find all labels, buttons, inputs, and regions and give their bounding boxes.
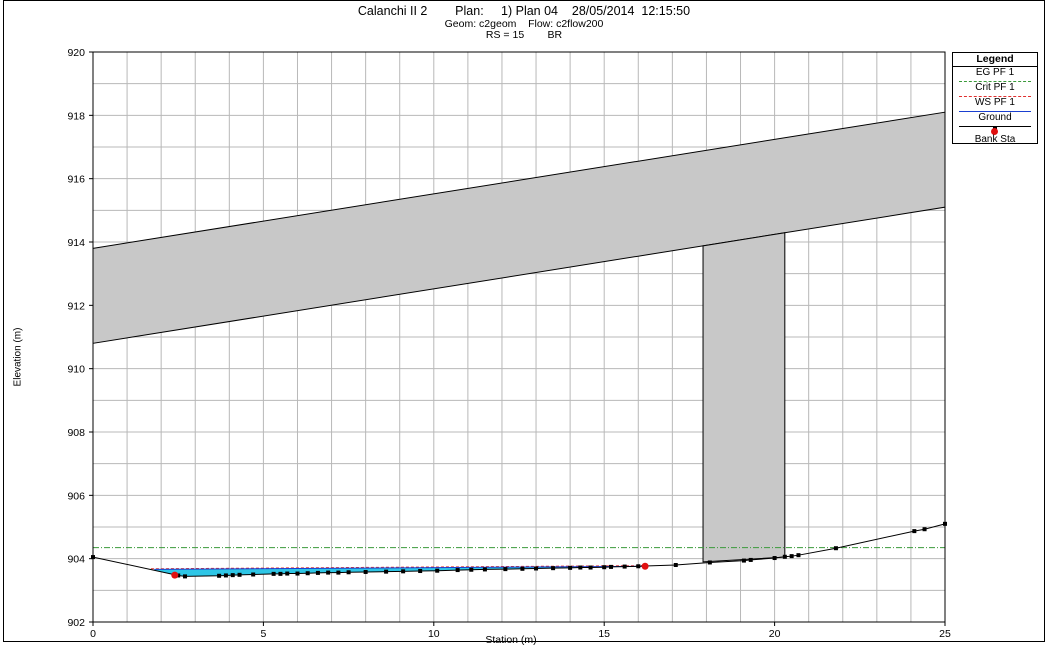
legend-label-crit: Crit PF 1 (975, 82, 1015, 93)
ground-point (455, 568, 460, 573)
series-line-ws (154, 565, 646, 570)
bridge-pier (702, 232, 786, 563)
ground-point (326, 570, 331, 575)
ground-point (578, 565, 583, 570)
ground-point (833, 546, 838, 551)
bank-station-point (171, 571, 179, 579)
y-tick-label: 918 (67, 110, 85, 122)
ground-point (217, 573, 222, 578)
ground-point (503, 567, 508, 572)
x-axis-label: Station (m) (485, 634, 537, 646)
ground-point (295, 571, 300, 576)
ground-point (707, 560, 712, 565)
ground-point (796, 553, 801, 558)
legend-label-bank: Bank Sta (974, 134, 1016, 145)
y-tick-label: 906 (67, 490, 85, 502)
y-axis-label: Elevation (m) (12, 327, 24, 387)
ground-point (336, 570, 341, 575)
axes (89, 51, 946, 626)
ground-point (748, 557, 753, 562)
ground-point (435, 568, 440, 573)
ground-point (588, 565, 593, 570)
legend-item-crit: Crit PF 1 (953, 82, 1037, 97)
legend-item-bank: Bank Sta (953, 127, 1037, 145)
ground-point (251, 572, 256, 577)
ground-point (482, 567, 487, 572)
ground-point (183, 574, 188, 579)
x-tick-label: 20 (769, 628, 781, 640)
x-tick-label: 5 (260, 628, 266, 640)
x-tick-label: 15 (598, 628, 610, 640)
x-tick-label: 0 (90, 628, 96, 640)
ground-point (469, 567, 474, 572)
series-group (91, 521, 947, 579)
legend-label-eg: EG PF 1 (975, 67, 1015, 78)
ground-point (922, 527, 927, 532)
grid-lines (93, 52, 945, 622)
ground-point (741, 558, 746, 563)
ground-point (772, 556, 777, 561)
x-tick-label: 10 (428, 628, 440, 640)
y-tick-label: 914 (67, 237, 85, 249)
ground-point (534, 566, 539, 571)
legend-item-ws: WS PF 1 (953, 97, 1037, 112)
legend-item-ground: Ground (953, 112, 1037, 130)
ground-point (384, 569, 389, 574)
ground-point (789, 554, 794, 559)
plot-subtitle-river-station: RS = 15 BR (485, 29, 563, 41)
ground-point (315, 570, 320, 575)
plot-area-border (92, 51, 946, 623)
x-tick-label: 25 (939, 628, 951, 640)
ground-point (346, 570, 351, 575)
ground-point (237, 572, 242, 577)
plot-subtitle-geometry: Geom: c2geom Flow: c2flow200 (444, 18, 604, 30)
ground-point (271, 571, 276, 576)
y-tick-label: 916 (67, 174, 85, 186)
y-tick-label: 920 (67, 47, 85, 59)
tick-labels: 0 5 10 15 20 25 902 904 906 908 910 912 914 916 918 920 (67, 47, 951, 640)
legend-swatch-eg (959, 81, 1031, 82)
legend-item-eg: EG PF 1 (953, 67, 1037, 82)
legend-marker-bank (991, 128, 998, 135)
ground-point (622, 564, 627, 569)
ground-point (602, 565, 607, 570)
ground-point (223, 573, 228, 578)
legend-title: Legend (953, 53, 1037, 67)
bank-station-point (641, 562, 649, 570)
ground-point (912, 529, 917, 534)
ground-point (285, 571, 290, 576)
ground-point (418, 569, 423, 574)
ground-point (609, 564, 614, 569)
legend-swatch-ws (959, 111, 1031, 112)
ground-point (363, 569, 368, 574)
legend-label-ws: WS PF 1 (974, 97, 1015, 108)
ground-point (673, 563, 678, 567)
y-tick-label: 910 (67, 364, 85, 376)
ground-point (568, 565, 573, 570)
y-tick-label: 912 (67, 300, 85, 312)
series-line-crit (150, 565, 646, 570)
legend-swatch-crit (959, 96, 1031, 97)
ground-point (401, 569, 406, 574)
y-tick-label: 902 (67, 617, 85, 629)
y-tick-label: 904 (67, 554, 85, 566)
ground-point (305, 571, 310, 576)
ground-point (230, 573, 235, 578)
plot-title: Calanchi II 2 Plan: 1) Plan 04 28/05/201… (357, 4, 691, 18)
ground-point (636, 564, 641, 569)
legend: Legend EG PF 1 Crit PF 1 WS PF 1 Ground … (952, 52, 1038, 145)
plot-frame (3, 0, 1045, 642)
ground-point (520, 566, 525, 571)
ground-point (782, 554, 787, 559)
ground-point (551, 566, 556, 571)
legend-label-ground: Ground (978, 112, 1012, 123)
ground-point (278, 571, 283, 576)
y-tick-label: 908 (67, 427, 85, 439)
